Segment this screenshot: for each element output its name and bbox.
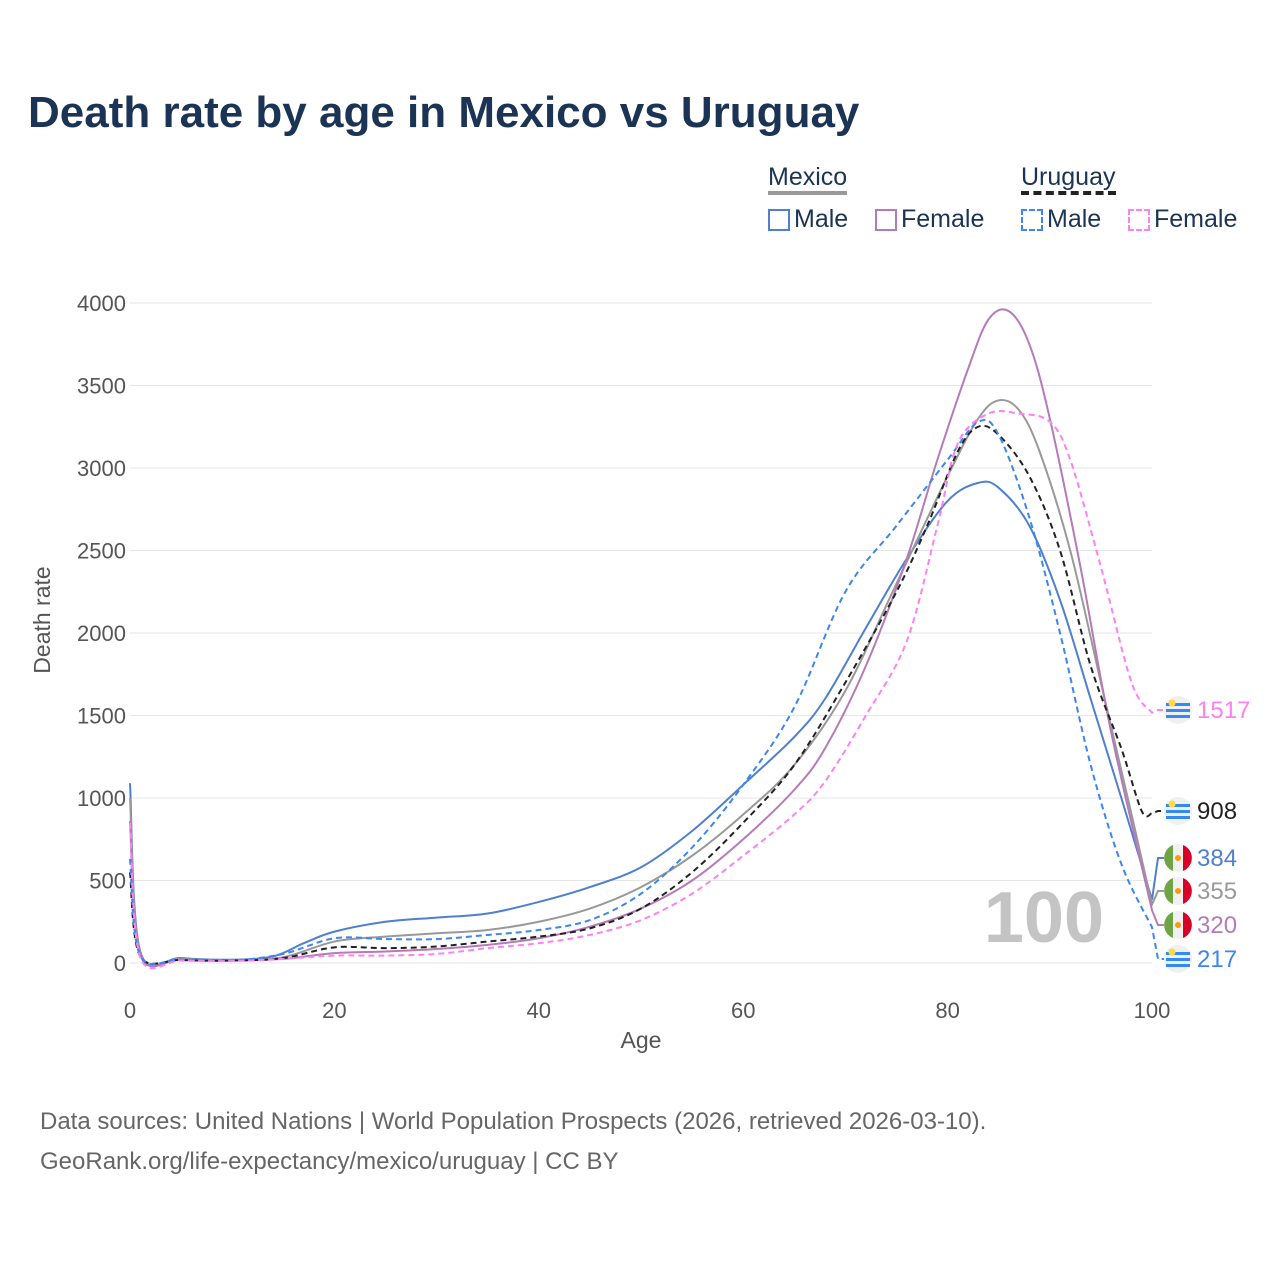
end-value-label: 217	[1197, 946, 1237, 973]
y-tick-label: 1000	[77, 786, 126, 811]
legend-mexico-female[interactable]: Female	[875, 205, 984, 234]
y-tick-label: 3000	[77, 456, 126, 481]
mexico-flag-emblem	[1175, 888, 1181, 894]
y-tick-label: 0	[114, 951, 126, 976]
legend-label: Female	[1154, 205, 1238, 233]
uruguay-flag-stripe	[1166, 816, 1190, 819]
x-tick-label: 0	[124, 998, 136, 1023]
legend-label: Male	[794, 205, 849, 233]
uruguay-flag-sun	[1168, 800, 1176, 808]
uruguay-flag-stripe	[1166, 958, 1190, 961]
legend-uruguay-male[interactable]: Male	[1021, 205, 1101, 234]
mexico-flag-green	[1164, 912, 1173, 938]
x-axis-label: Age	[621, 1027, 662, 1053]
mexico-flag-red	[1183, 845, 1192, 871]
age-highlight-label: 100	[984, 878, 1104, 958]
x-tick-label: 60	[731, 998, 755, 1023]
uruguay-flag-stripe	[1166, 964, 1190, 967]
mexico-flag-green	[1164, 845, 1173, 871]
y-tick-label: 2000	[77, 621, 126, 646]
mexico-flag-red	[1183, 878, 1192, 904]
legend-mexico-title: Mexico	[768, 163, 848, 195]
end-value-label: 384	[1197, 845, 1237, 872]
y-tick-label: 500	[89, 869, 126, 894]
end-value-label: 908	[1197, 798, 1237, 825]
legend-swatch	[768, 209, 790, 231]
end-value-label: 1517	[1197, 697, 1250, 724]
mexico-flag-emblem	[1175, 922, 1181, 928]
uruguay-flag-stripe	[1166, 703, 1190, 706]
legend-swatch	[1128, 209, 1150, 231]
y-axis-label: Death rate	[29, 566, 55, 673]
uruguay-flag-stripe	[1166, 715, 1190, 718]
uruguay-flag-sun	[1168, 948, 1176, 956]
series-line-uruguay-male	[129, 418, 1166, 966]
legend-uruguay-title: Uruguay	[1021, 163, 1116, 195]
uruguay-flag-stripe	[1166, 709, 1190, 712]
mexico-flag-red	[1183, 912, 1192, 938]
uruguay-flag-sun	[1168, 699, 1176, 707]
y-tick-label: 4000	[77, 291, 126, 316]
series-line-uruguay	[129, 424, 1166, 965]
series-line-mexico-female	[129, 308, 1166, 968]
legend-label: Male	[1047, 205, 1102, 233]
y-tick-label: 1500	[77, 704, 126, 729]
x-tick-label: 100	[1134, 998, 1171, 1023]
uruguay-flag-stripe	[1166, 810, 1190, 813]
footer-link[interactable]: GeoRank.org/life-expectancy/mexico/urugu…	[40, 1148, 619, 1175]
legend-label: Female	[901, 205, 985, 233]
legend-swatch	[875, 209, 897, 231]
x-tick-label: 80	[935, 998, 959, 1023]
legend-swatch	[1021, 209, 1043, 231]
x-tick-label: 40	[527, 998, 551, 1023]
legend-mexico-male[interactable]: Male	[768, 205, 848, 234]
x-tick-label: 20	[322, 998, 346, 1023]
series-line-uruguay-female	[129, 410, 1166, 970]
end-value-label: 320	[1197, 912, 1237, 939]
mexico-flag-emblem	[1175, 855, 1181, 861]
footer-sources: Data sources: United Nations | World Pop…	[40, 1108, 987, 1135]
end-value-label: 355	[1197, 878, 1237, 905]
uruguay-flag-stripe	[1166, 952, 1190, 955]
y-tick-label: 3500	[77, 374, 126, 399]
chart-title: Death rate by age in Mexico vs Uruguay	[28, 88, 860, 137]
y-tick-label: 2500	[77, 539, 126, 564]
mexico-flag-green	[1164, 878, 1173, 904]
uruguay-flag-stripe	[1166, 804, 1190, 807]
legend-uruguay-female[interactable]: Female	[1128, 205, 1237, 234]
